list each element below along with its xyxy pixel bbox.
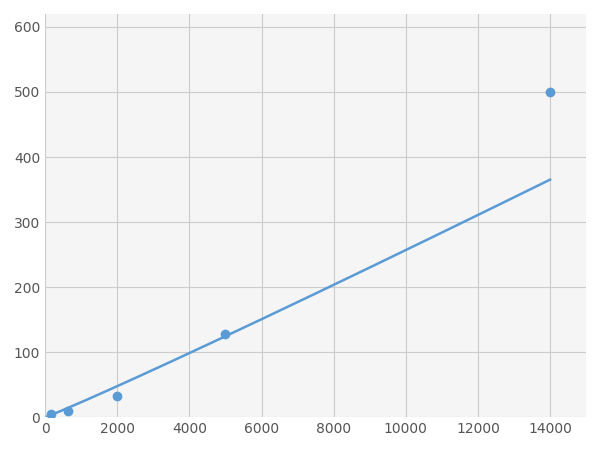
Point — [63, 407, 73, 414]
Point — [46, 410, 56, 418]
Point — [221, 330, 230, 338]
Point — [112, 393, 122, 400]
Point — [545, 88, 555, 95]
